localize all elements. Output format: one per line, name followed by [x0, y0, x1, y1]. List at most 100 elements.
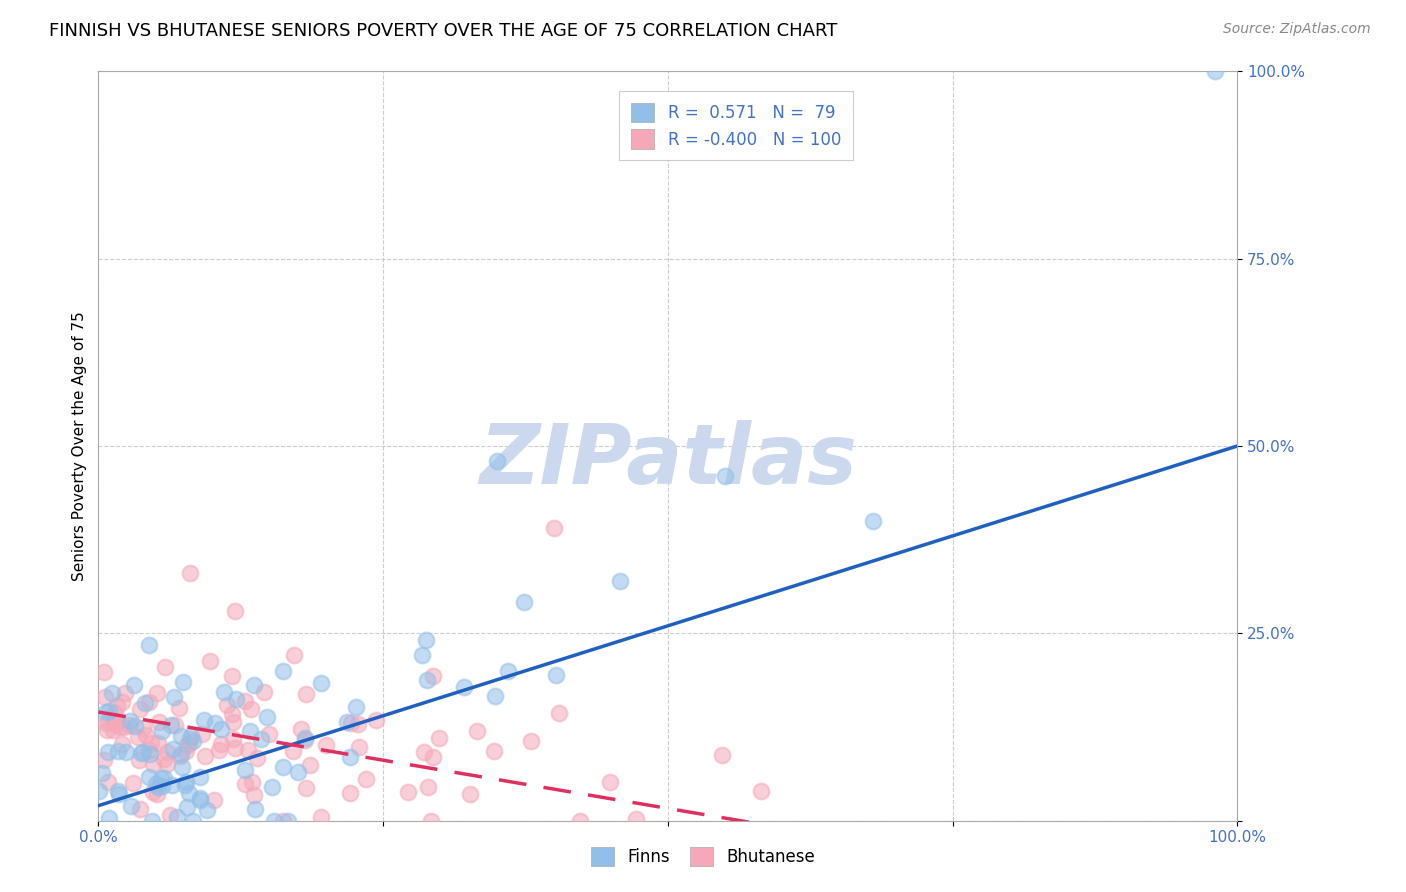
Point	[200, 654, 222, 668]
Point	[202, 793, 225, 807]
Point	[217, 698, 239, 712]
Point	[179, 786, 201, 800]
Point	[195, 803, 218, 817]
Point	[194, 749, 217, 764]
Point	[240, 775, 263, 789]
Point	[416, 673, 439, 688]
Point	[141, 814, 163, 828]
Point	[624, 812, 647, 826]
Point	[482, 744, 505, 758]
Point	[131, 745, 153, 759]
Point	[96, 723, 118, 738]
Point	[224, 740, 246, 755]
Point	[233, 763, 256, 777]
Point	[114, 745, 136, 759]
Point	[253, 685, 276, 699]
Point	[153, 772, 176, 786]
Point	[190, 727, 212, 741]
Point	[225, 692, 247, 706]
Legend: Finns, Bhutanese: Finns, Bhutanese	[582, 838, 824, 875]
Point	[240, 702, 263, 716]
Point	[173, 778, 195, 792]
Point	[121, 776, 143, 790]
Point	[427, 731, 450, 745]
Point	[177, 737, 200, 751]
Point	[294, 687, 316, 701]
Point	[340, 715, 363, 730]
Text: FINNISH VS BHUTANESE SENIORS POVERTY OVER THE AGE OF 75 CORRELATION CHART: FINNISH VS BHUTANESE SENIORS POVERTY OVE…	[49, 22, 838, 40]
Point	[179, 566, 201, 581]
Point	[294, 733, 316, 747]
Point	[105, 699, 128, 714]
Point	[104, 706, 127, 721]
Point	[256, 710, 278, 724]
Point	[599, 775, 621, 789]
Point	[354, 772, 377, 786]
Point	[336, 715, 359, 730]
Point	[188, 790, 211, 805]
Point	[193, 713, 215, 727]
Point	[546, 667, 568, 681]
Point	[260, 780, 283, 795]
Point	[145, 777, 167, 791]
Point	[128, 753, 150, 767]
Point	[146, 780, 169, 794]
Point	[156, 745, 179, 759]
Point	[94, 690, 117, 704]
Point	[609, 574, 631, 589]
Point	[188, 792, 211, 806]
Point	[411, 648, 433, 662]
Point	[347, 716, 370, 731]
Point	[103, 713, 125, 727]
Point	[174, 744, 197, 758]
Point	[153, 752, 176, 766]
Point	[100, 686, 122, 700]
Point	[233, 777, 256, 791]
Point	[347, 739, 370, 754]
Point	[146, 787, 169, 801]
Point	[283, 648, 305, 662]
Point	[281, 744, 304, 758]
Point	[366, 714, 388, 728]
Point	[111, 695, 134, 709]
Point	[221, 714, 243, 729]
Point	[453, 681, 475, 695]
Point	[166, 810, 188, 824]
Point	[209, 737, 232, 751]
Point	[486, 454, 509, 468]
Point	[212, 685, 235, 699]
Point	[339, 749, 361, 764]
Point	[290, 722, 312, 736]
Point	[484, 689, 506, 703]
Point	[153, 660, 176, 674]
Point	[221, 669, 243, 683]
Point	[118, 714, 141, 728]
Point	[124, 719, 146, 733]
Point	[127, 730, 149, 744]
Point	[250, 732, 273, 747]
Point	[222, 731, 245, 746]
Point	[246, 750, 269, 764]
Point	[221, 706, 243, 721]
Point	[714, 469, 737, 483]
Point	[458, 787, 481, 801]
Point	[132, 721, 155, 735]
Point	[496, 665, 519, 679]
Point	[169, 701, 191, 715]
Point	[344, 700, 367, 714]
Point	[238, 743, 260, 757]
Point	[277, 814, 299, 828]
Point	[90, 766, 112, 780]
Text: Source: ZipAtlas.com: Source: ZipAtlas.com	[1223, 22, 1371, 37]
Point	[243, 678, 266, 692]
Point	[96, 775, 118, 789]
Point	[271, 814, 294, 828]
Point	[419, 814, 441, 828]
Point	[520, 734, 543, 748]
Point	[208, 742, 231, 756]
Point	[104, 717, 127, 731]
Point	[146, 736, 169, 750]
Point	[165, 718, 187, 732]
Point	[138, 638, 160, 652]
Point	[107, 784, 129, 798]
